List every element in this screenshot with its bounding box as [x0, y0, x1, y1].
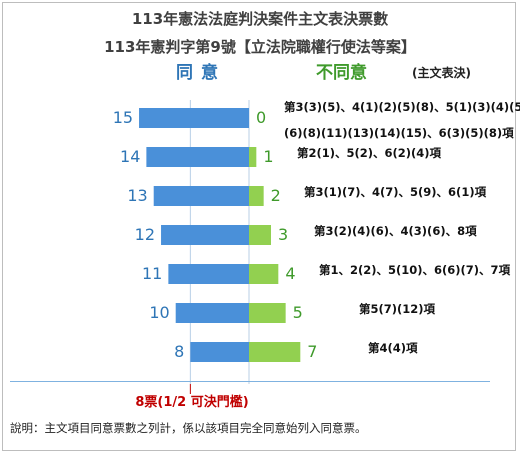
item-label: (6)(8)(11)(13)(14)(15)、6(3)(5)(8)項 [284, 126, 514, 140]
agree-bar [175, 303, 249, 323]
disagree-count-label: 4 [285, 264, 295, 283]
disagree-count-label: 0 [256, 108, 266, 127]
disagree-count-label: 7 [307, 342, 317, 361]
disagree-count-label: 2 [271, 186, 281, 205]
agree-bar [161, 225, 249, 245]
item-label: 第3(2)(4)(6)、4(3)(6)、8項 [314, 224, 477, 238]
item-label: 第3(1)(7)、4(7)、5(9)、6(1)項 [304, 185, 487, 199]
agree-bar [168, 264, 249, 284]
disagree-bar [249, 147, 257, 167]
agree-bar [139, 108, 249, 128]
agree-count-label: 14 [120, 147, 140, 166]
agree-header: 同意 [176, 63, 226, 83]
chart-subtitle: 113年憲判字第9號【立法院職權行使法等案】 [104, 38, 416, 56]
disagree-bar [249, 342, 301, 362]
agree-count-label: 15 [113, 108, 133, 127]
item-label: 第1、2(2)、5(10)、6(6)(7)、7項 [319, 263, 511, 277]
item-label: 第4(4)項 [368, 341, 418, 355]
disagree-bar [249, 303, 286, 323]
threshold-label: 8票(1/2 可決門檻) [135, 395, 249, 410]
agree-bar [190, 342, 249, 362]
agree-bar [153, 186, 249, 206]
agree-bar [146, 147, 249, 167]
agree-count-label: 11 [142, 264, 162, 283]
agree-count-label: 8 [174, 342, 184, 361]
item-label: 第3(3)(5)、4(1)(2)(5)(8)、5(1)(3)(4)(5) [284, 100, 520, 114]
disagree-bar [249, 225, 271, 245]
footer-divider [10, 381, 490, 382]
vote-note-header: (主文表決) [412, 66, 471, 80]
footnote: 說明：主文項目同意票數之列計，係以該項目完全同意始列入同意票。 [10, 421, 367, 435]
item-label: 第2(1)、5(2)、6(2)(4)項 [297, 146, 442, 160]
agree-count-label: 13 [127, 186, 147, 205]
disagree-bar [249, 186, 264, 206]
disagree-count-label: 3 [278, 225, 288, 244]
chart-title: 113年憲法法庭判決案件主文表決票數 [131, 10, 389, 28]
agree-count-label: 10 [149, 303, 169, 322]
disagree-header: 不同意 [316, 63, 367, 83]
disagree-count-label: 1 [263, 147, 273, 166]
item-label: 第5(7)(12)項 [359, 302, 436, 316]
chart-frame [2, 2, 516, 451]
disagree-bar [249, 264, 279, 284]
disagree-count-label: 5 [293, 303, 303, 322]
agree-count-label: 12 [135, 225, 155, 244]
